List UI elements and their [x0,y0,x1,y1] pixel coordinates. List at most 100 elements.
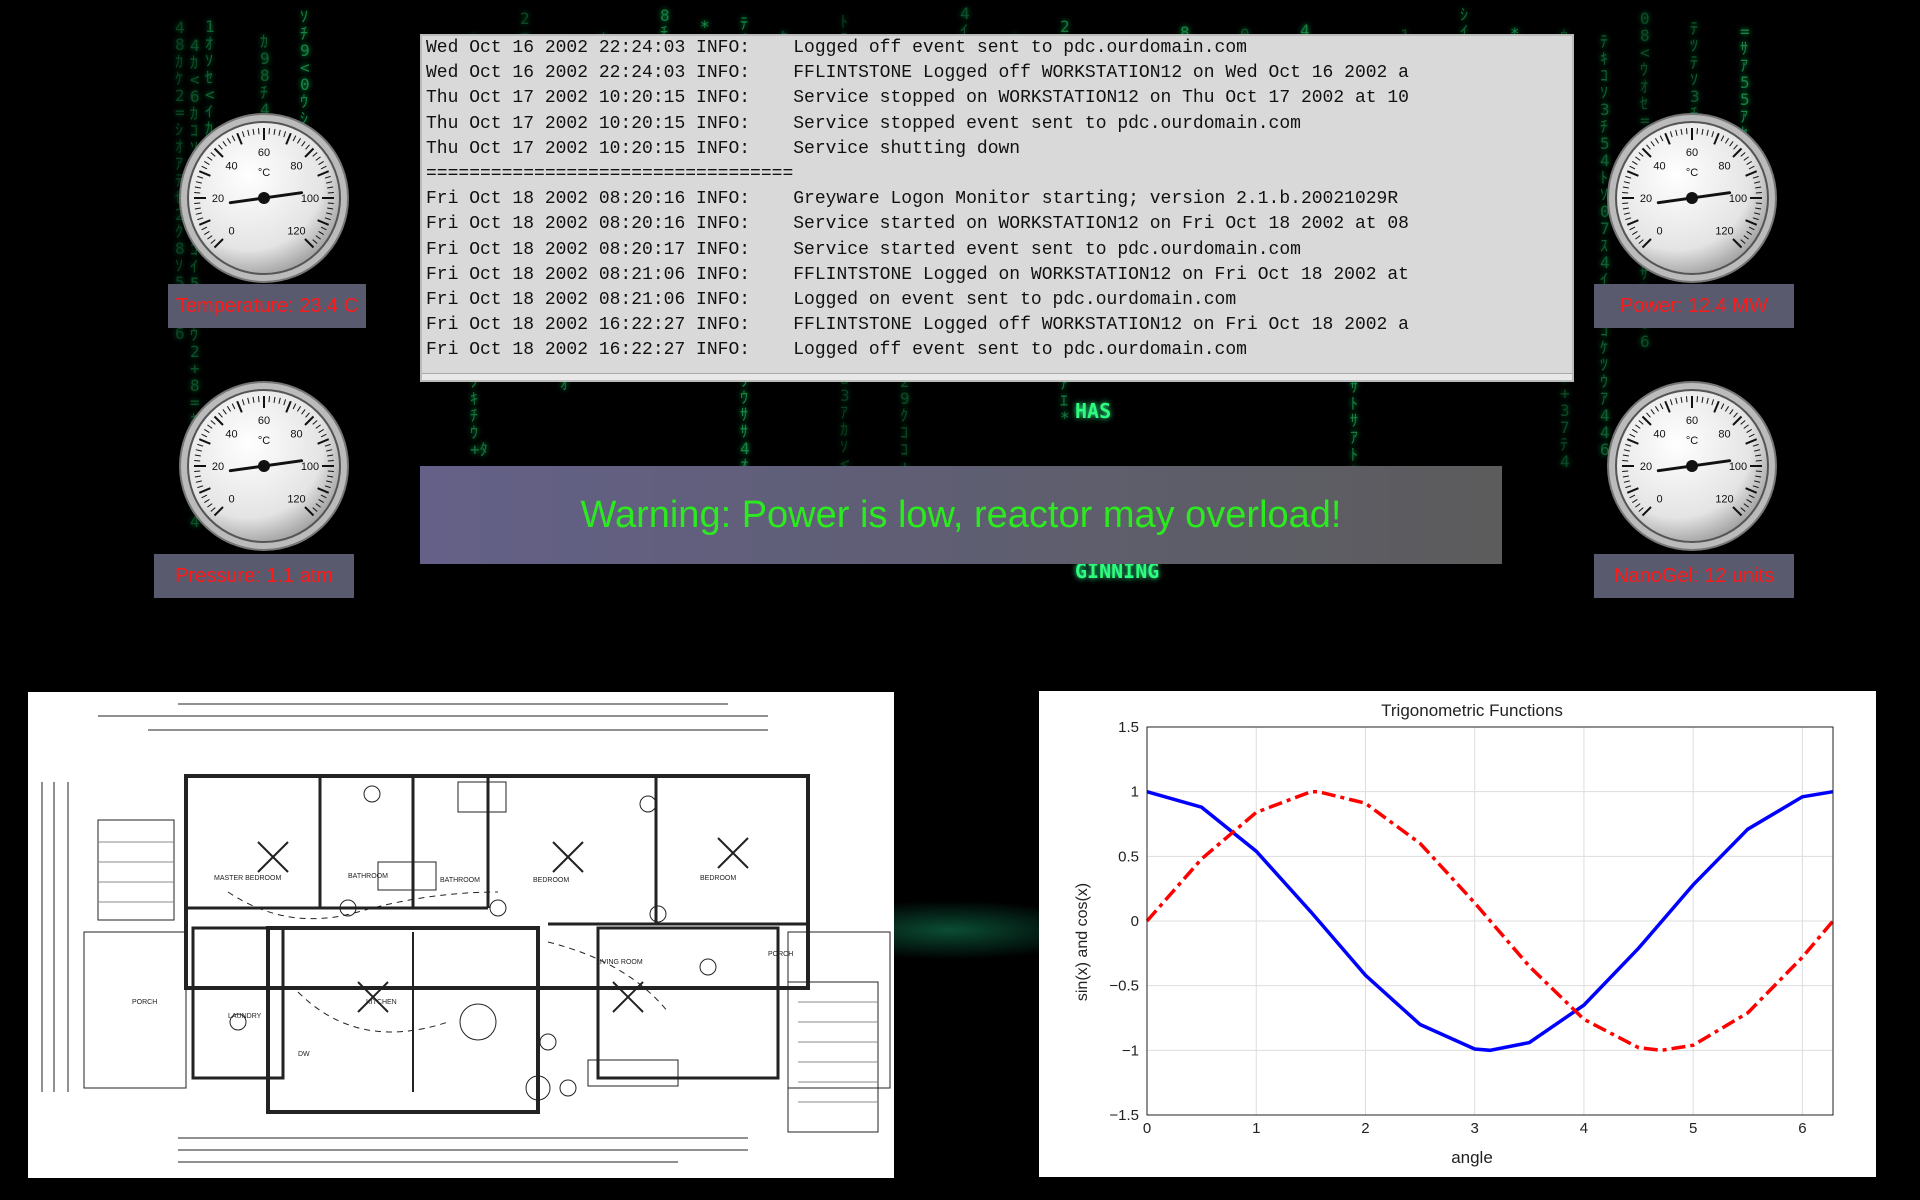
power-gauge: 0 20 40 60 80 100 120 °C [1606,112,1778,284]
room-label-bathroom-1: BATHROOM [348,873,388,880]
gauge-tick-label: 40 [1653,161,1665,173]
gauge-tick-label: 120 [1715,494,1733,506]
y-tick-label: 1.5 [1118,719,1139,736]
gauge-dial: 0 20 40 60 80 100 120 °C [1607,113,1777,283]
chart-series [1145,789,1835,1053]
x-tick-label: 2 [1361,1120,1369,1137]
gauge-tick-label: 20 [212,193,224,205]
log-line: Thu Oct 17 2002 10:20:15 INFO: Service s… [426,113,1301,134]
trig-chart: Trigonometric Functions angle sin(x) and… [1039,691,1876,1177]
gauge-tick-label: 20 [1640,193,1652,205]
chart-x-axis-label: angle [1451,1148,1493,1167]
log-line: Fri Oct 18 2002 16:22:27 INFO: FFLINTSTO… [426,315,1409,336]
pressure-readout: Pressure: 1.1 atm [154,554,354,598]
gauge-tick-label: 80 [1718,429,1730,441]
gauge-tick-label: 60 [258,147,270,159]
gauge-unit: °C [258,435,270,447]
x-tick-label: 6 [1798,1120,1806,1137]
y-tick-label: 0 [1131,913,1139,930]
room-label-dw: DW [298,1051,310,1058]
room-label-porch-right: PORCH [768,951,793,958]
temperature-readout: Temperature: 23.4 C [168,284,366,328]
gauge-tick-label: 60 [258,415,270,427]
power-readout: Power: 12.4 MW [1594,284,1794,328]
gauge-tick-label: 100 [301,461,319,473]
gauge-tick-label: 0 [1656,494,1662,506]
pressure-gauge: 0 20 40 60 80 100 120 °C [178,380,350,552]
room-label-kitchen: KITCHEN [366,999,397,1006]
temperature-gauge: 0 20 40 60 80 100 120 °C [178,112,350,284]
y-tick-label: −1 [1122,1042,1139,1059]
gauge-tick-label: 120 [1715,226,1733,238]
gauge-tick-label: 60 [1686,415,1698,427]
chart-y-axis-label: sin(x) and cos(x) [1074,883,1091,1001]
log-line: Wed Oct 16 2002 22:24:03 INFO: FFLINTSTO… [426,63,1409,84]
y-tick-label: −0.5 [1109,978,1139,995]
y-tick-label: 1 [1131,784,1139,801]
x-tick-label: 0 [1143,1120,1151,1137]
log-line: ================================== [426,164,794,185]
log-line: Fri Oct 18 2002 08:20:16 INFO: Service s… [426,214,1409,235]
gauge-tick-label: 120 [287,494,305,506]
room-label-master-bedroom: MASTER BEDROOM [214,875,281,882]
log-line: Wed Oct 16 2002 22:24:03 INFO: Logged of… [426,38,1247,58]
log-line: Fri Oct 18 2002 08:21:06 INFO: FFLINTSTO… [426,264,1409,285]
x-tick-label: 1 [1252,1120,1260,1137]
x-tick-label: 4 [1580,1120,1588,1137]
chart-plot-frame [1146,726,1834,1116]
log-line: Fri Oct 18 2002 16:22:27 INFO: Logged of… [426,340,1247,361]
room-label-bedroom-2: BEDROOM [700,875,736,882]
chart-title: Trigonometric Functions [1381,701,1563,720]
gauge-tick-label: 40 [225,161,237,173]
log-line: Fri Oct 18 2002 08:20:16 INFO: Greyware … [426,189,1399,210]
gauge-unit: °C [1686,167,1698,179]
series-line-sinx [1145,789,1835,1053]
log-line: Fri Oct 18 2002 08:20:17 INFO: Service s… [426,239,1301,260]
gauge-tick-label: 80 [1718,161,1730,173]
log-lines: Wed Oct 16 2002 22:24:03 INFO: Logged of… [422,36,1572,364]
x-tick-label: 3 [1471,1120,1479,1137]
gauge-tick-label: 80 [290,161,302,173]
gauge-tick-label: 120 [287,226,305,238]
gauge-tick-label: 100 [1729,461,1747,473]
gauge-unit: °C [258,167,270,179]
background-word-top: HAS [1075,399,1112,423]
gauge-tick-label: 100 [1729,193,1747,205]
room-label-porch-left: PORCH [132,999,157,1006]
room-label-bedroom-1: BEDROOM [533,877,569,884]
log-window[interactable]: Wed Oct 16 2002 22:24:03 INFO: Logged of… [420,34,1574,382]
y-tick-label: −1.5 [1109,1107,1139,1124]
gauge-tick-label: 0 [228,494,234,506]
gauge-tick-label: 40 [225,429,237,441]
chart-ticks: 0 1 2 3 4 5 6 1.5 1 0.5 0 −0.5 −1 −1.5 [1109,719,1806,1137]
trig-chart-svg: Trigonometric Functions angle sin(x) and… [1074,701,1835,1167]
nanogel-readout: NanoGel: 12 units [1594,554,1794,598]
nanogel-gauge: 0 20 40 60 80 100 120 °C [1606,380,1778,552]
gauge-tick-label: 20 [1640,461,1652,473]
horizontal-scrollbar[interactable] [422,373,1572,380]
x-tick-label: 5 [1689,1120,1697,1137]
warning-banner: Warning: Power is low, reactor may overl… [420,466,1502,564]
floor-plan-drawing: MASTER BEDROOM BATHROOM BATHROOM BEDROOM… [41,703,891,1163]
gauge-tick-label: 0 [1656,226,1662,238]
gauge-tick-label: 80 [290,429,302,441]
gauge-dial: 0 20 40 60 80 100 120 °C [179,381,349,551]
series-line-cosx [1146,789,1834,1053]
gauge-tick-label: 40 [1653,429,1665,441]
gauge-dial: 0 20 40 60 80 100 120 °C [1607,381,1777,551]
floor-plan-image: MASTER BEDROOM BATHROOM BATHROOM BEDROOM… [28,692,894,1178]
room-label-bathroom-2: BATHROOM [440,877,480,884]
y-tick-label: 0.5 [1118,848,1139,865]
background-word-bottom: GINNING [1075,559,1160,583]
gauge-dial: 0 20 40 60 80 100 120 °C [179,113,349,283]
room-label-living-room: LIVING ROOM [596,959,643,966]
gauge-tick-label: 60 [1686,147,1698,159]
gauge-tick-label: 20 [212,461,224,473]
gauge-tick-label: 0 [228,226,234,238]
log-line: Thu Oct 17 2002 10:20:15 INFO: Service s… [426,88,1409,109]
log-line: Thu Oct 17 2002 10:20:15 INFO: Service s… [426,138,1021,159]
room-label-laundry: LAUNDRY [228,1013,262,1020]
log-line: Fri Oct 18 2002 08:21:06 INFO: Logged on… [426,290,1237,311]
gauge-unit: °C [1686,435,1698,447]
gauge-tick-label: 100 [301,193,319,205]
